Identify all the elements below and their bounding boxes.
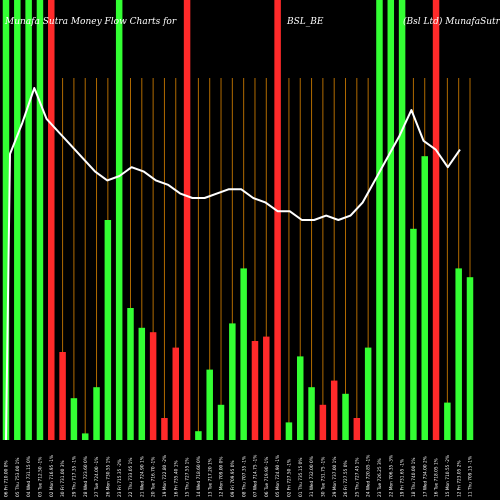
x-tick-label: 06 Tue 719.90 -1% [264, 457, 270, 497]
flow-bar [240, 268, 247, 440]
money-flow-line [5, 87, 461, 441]
flow-bar [455, 268, 462, 440]
flow-bar [161, 418, 168, 440]
flow-bar [444, 402, 451, 440]
flow-bar [172, 347, 180, 440]
x-tick-label: 12 Mon 709.00 0% [219, 457, 225, 497]
flow-bar [195, 431, 202, 440]
flow-bar [285, 422, 293, 440]
x-tick-label: 16 Tue 718.05 1% [434, 458, 440, 497]
flow-bar [115, 0, 123, 440]
chart-title-left: Munafa Sutra Money Flow Charts for [4, 17, 177, 27]
x-tick-label: 22 Mon 706.35 -3% [388, 455, 394, 497]
x-tick-label: 05 Mon 724.90 -1% [275, 455, 281, 497]
x-tick-label: 26 Mon 730.55 1% [105, 457, 111, 497]
x-tick-label: 15 Mon 710.55 -2% [445, 455, 451, 497]
x-tick-label: 02 Fri 727.50 -1% [287, 459, 293, 497]
flow-bar [410, 228, 417, 440]
x-tick-label: 24 Wed 720.85 -1% [366, 455, 372, 497]
flow-bar [432, 0, 440, 440]
x-tick-label: 18 Thu 740.00 1% [411, 458, 417, 498]
x-tick-label: 14 Wed 718.60 0% [196, 456, 202, 497]
x-tick-label: 06 Fri 710.00 0% [4, 460, 10, 497]
flow-bar [81, 433, 89, 440]
flow-bar [138, 327, 146, 440]
x-tick-label: 07 Wed 714.75 -1% [253, 455, 259, 497]
flow-bar [206, 369, 213, 440]
flow-bar [104, 220, 112, 440]
x-tick-label: 22 Thu 733.05 1% [128, 458, 134, 498]
flow-bar [36, 0, 44, 440]
x-tick-label: 12 Fri 723.05 2% [456, 460, 462, 497]
x-tick-label: 01 Thu 735.15 0% [298, 458, 304, 498]
x-tick-label: 21 Wed 724.90 1% [139, 456, 145, 497]
flow-bar [274, 0, 281, 440]
x-tick-label: 04 Wed 731.15 0% [26, 456, 32, 497]
x-tick-label: 29 Mon 737.00 1% [332, 457, 338, 497]
flow-bar [93, 387, 100, 440]
flow-bar [2, 0, 10, 440]
x-tick-label: 19 Mon 722.80 -2% [162, 455, 168, 497]
flow-bar [149, 332, 157, 440]
x-tick-label: 03 Tue 712.50 -1% [38, 457, 44, 497]
chart-title-center: BSL_BE [286, 17, 324, 27]
flow-bar [59, 352, 66, 440]
flow-bar [319, 404, 327, 440]
x-tick-label: 25 Thu 727.45 1% [354, 458, 360, 498]
flow-bar [14, 0, 21, 440]
x-tick-label: 09 Fri 709.95 0% [230, 460, 236, 497]
flow-bar [48, 0, 55, 440]
x-tick-label: 16 Fri 735.40 1% [173, 460, 179, 497]
flow-bar [183, 0, 191, 440]
x-axis-tick-labels: 06 Fri 710.00 0% 05 Thu 753.00 1% 04 Wed 7… [4, 455, 474, 497]
flow-bar [251, 341, 259, 440]
x-tick-label: 15 Thu 727.55 1% [185, 458, 191, 498]
flow-bar [387, 0, 395, 440]
x-tick-label: 13 Tue 717.20 1% [207, 458, 213, 497]
x-tick-label: 02 Mon 716.95 -1% [49, 455, 55, 497]
x-tick-label: 29 Thu 717.35 -1% [72, 456, 78, 497]
x-tick-label: 11 Thu 709.15 -1% [468, 456, 474, 497]
flow-bar [70, 398, 78, 440]
x-tick-label: 23 Fri 715.35 -2% [117, 459, 123, 497]
x-tick-label: 31 Wed 732.00 0% [309, 456, 315, 497]
flow-bar [353, 418, 361, 440]
x-tick-label: 05 Thu 753.00 1% [15, 458, 21, 498]
flow-bar [466, 277, 474, 440]
flow-bar [398, 0, 406, 440]
flow-bar [364, 347, 372, 440]
x-tick-label: 08 Thu 707.35 -1% [241, 456, 247, 497]
flow-bar [263, 336, 270, 440]
flow-bar [376, 0, 383, 440]
x-tick-label: 19 Fri 731.65 -1% [400, 459, 406, 497]
x-tick-label: 20 Tue 716.70 -1% [151, 457, 157, 497]
x-tick-label: 27 Tue 724.00 -1% [94, 457, 100, 497]
flow-bar [308, 387, 315, 440]
flow-bar [217, 404, 225, 440]
flow-bar [25, 0, 32, 440]
flow-bar [296, 356, 304, 440]
x-tick-label: 30 Fri 731.00 3% [60, 460, 66, 497]
x-tick-label: 30 Tue 731.75 -1% [320, 457, 326, 497]
flow-bar [127, 308, 134, 440]
x-tick-label: 23 Tue 726.25 3% [377, 458, 383, 497]
money-flow-bars [2, 0, 474, 440]
flow-bar [330, 380, 338, 440]
x-tick-label: 17 Wed 734.00 2% [422, 456, 428, 497]
flow-bar [229, 323, 236, 440]
flow-bar [421, 156, 428, 440]
flow-bar [342, 393, 349, 440]
x-tick-label: 26 Fri 727.55 0% [343, 460, 349, 497]
x-tick-label: 28 Wed 723.60 0% [83, 456, 89, 497]
